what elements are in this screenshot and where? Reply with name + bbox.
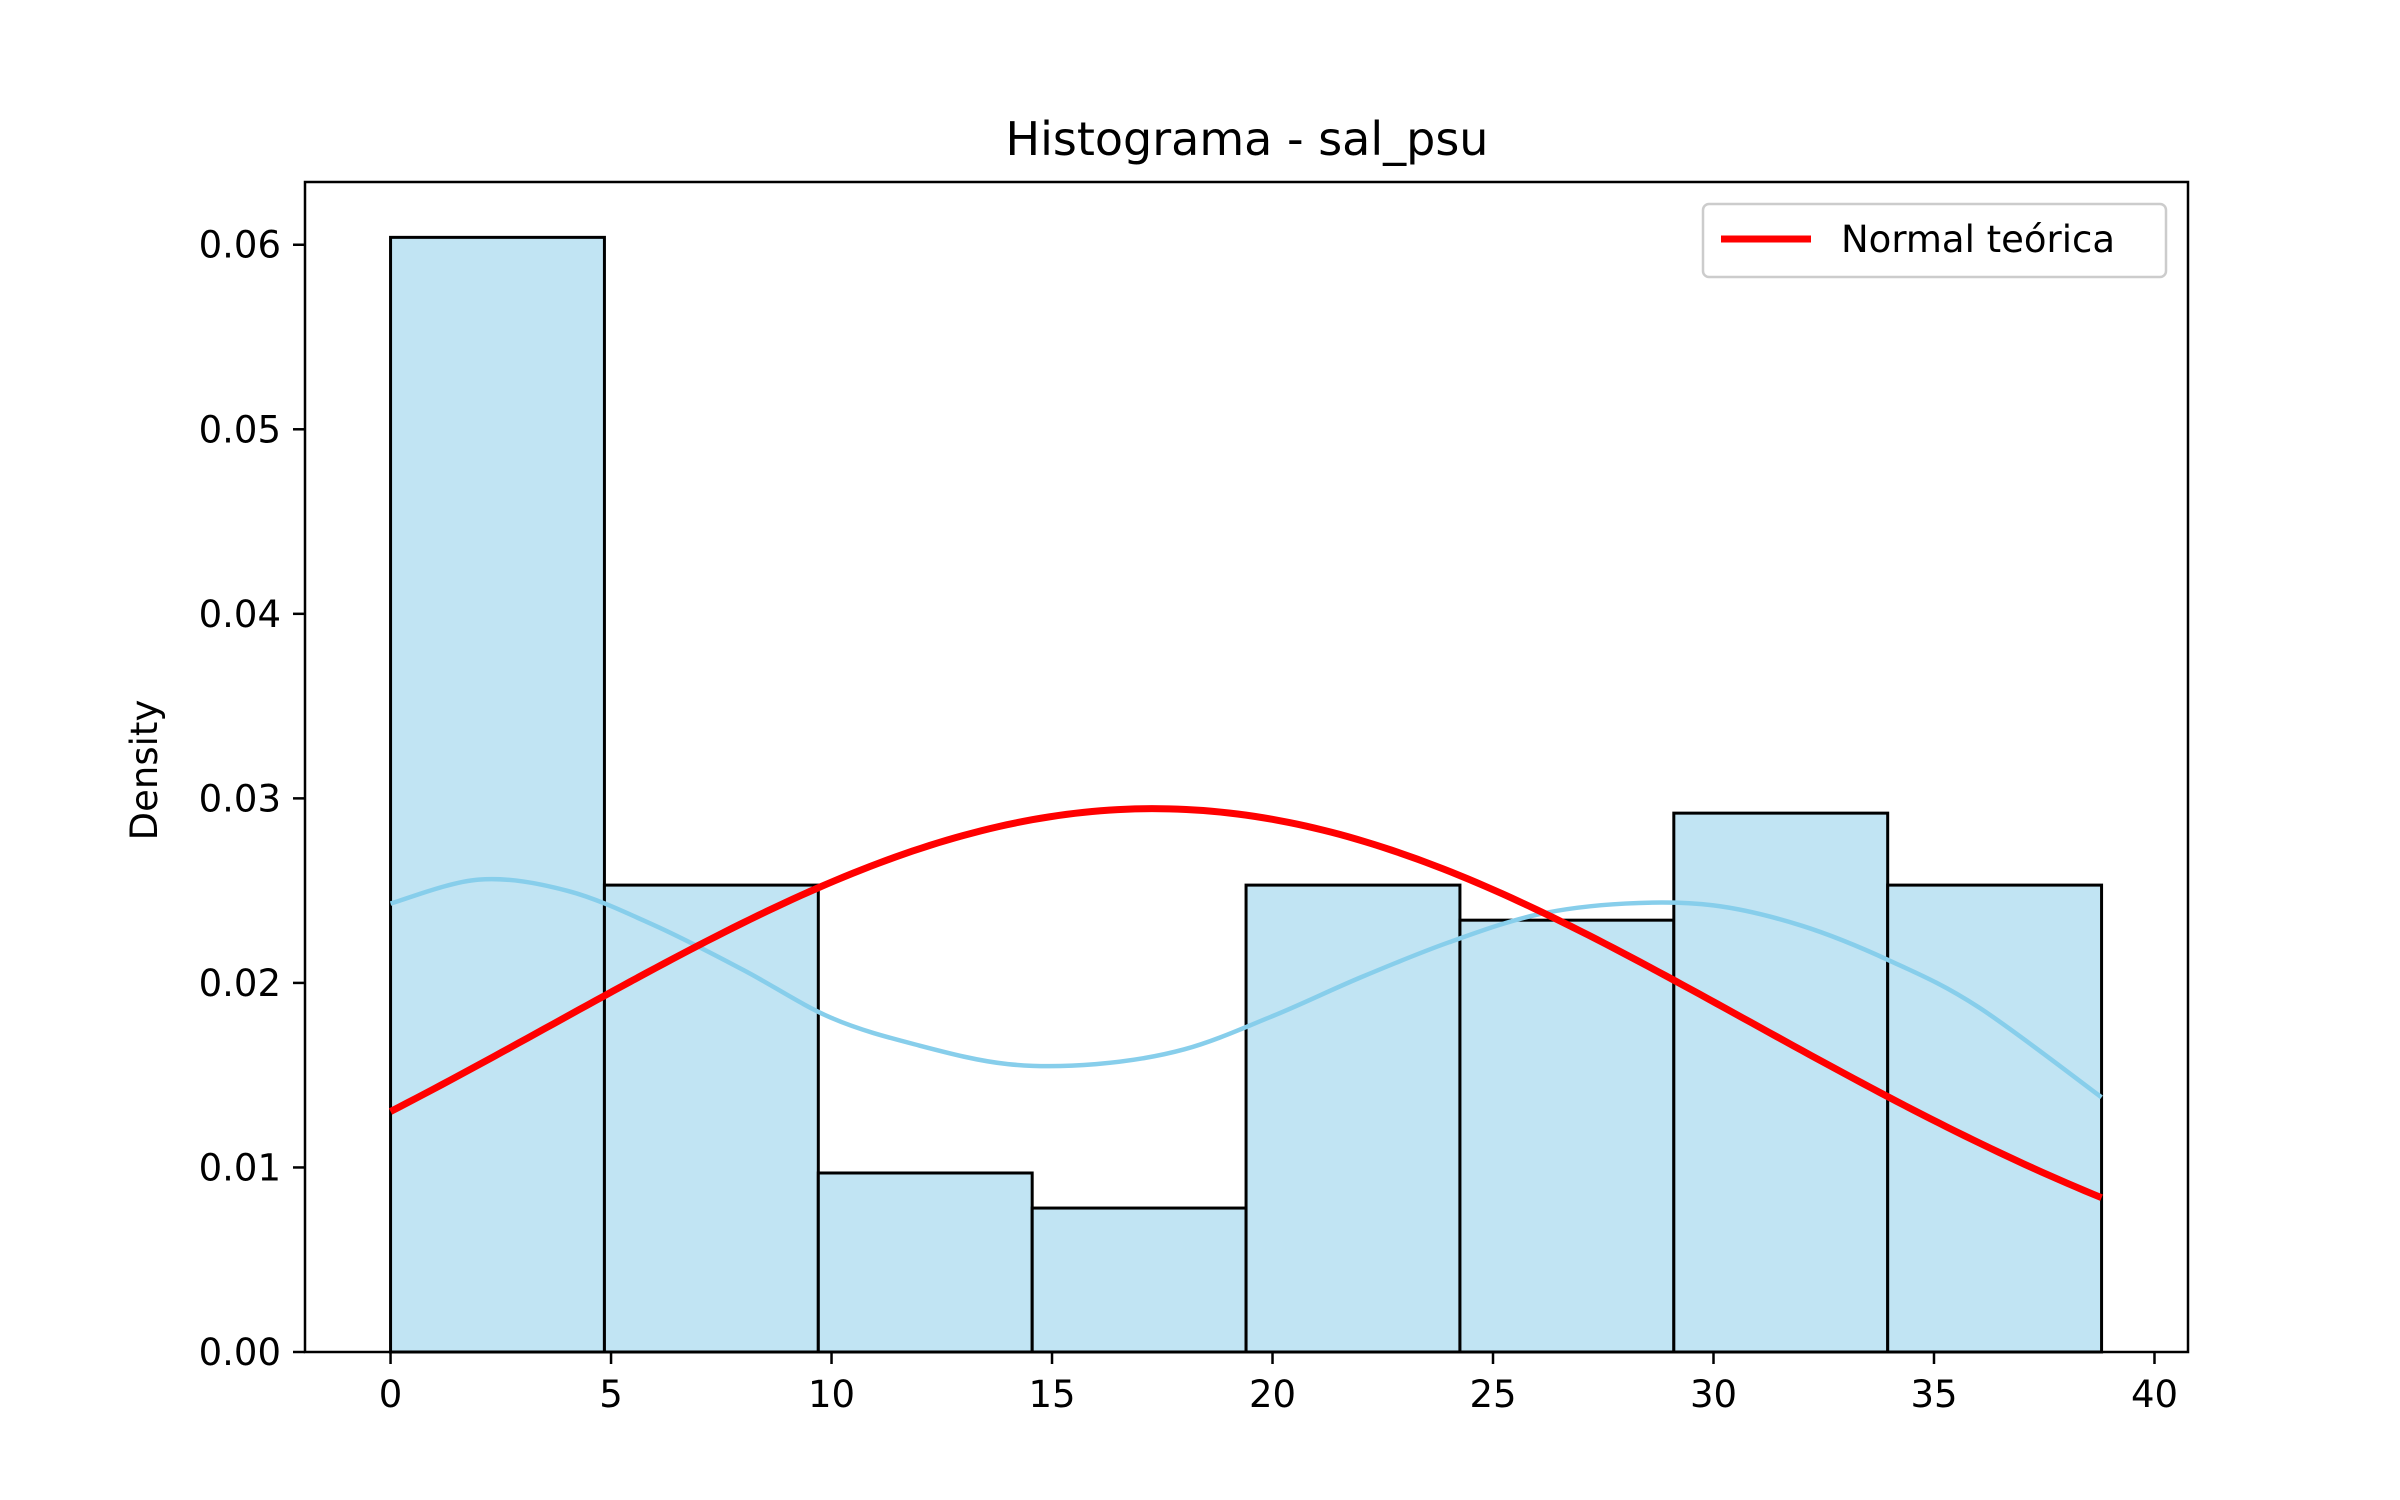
histogram-bar <box>1886 883 2104 1354</box>
x-tick-label: 35 <box>1910 1373 1957 1416</box>
x-tick-label: 25 <box>1469 1373 1516 1416</box>
y-tick-label: 0.01 <box>199 1146 281 1189</box>
x-axis: 0 5 10 15 20 25 30 35 40 <box>379 1352 2178 1416</box>
histogram-bar <box>1244 883 1462 1354</box>
histogram-bar <box>1458 918 1676 1354</box>
y-tick-label: 0.05 <box>199 408 281 451</box>
x-tick-label: 5 <box>599 1373 623 1416</box>
x-tick-label: 30 <box>1690 1373 1737 1416</box>
histogram-bars <box>389 235 2104 1354</box>
x-tick-label: 10 <box>808 1373 855 1416</box>
kde-density-line <box>389 876 2103 1100</box>
legend: Normal teórica <box>1701 202 2168 279</box>
histogram-bar <box>816 1171 1034 1354</box>
plot-area-frame <box>303 180 2190 1354</box>
x-tick-label: 0 <box>379 1373 403 1416</box>
legend-box <box>1701 202 2168 279</box>
histogram-bar <box>389 235 606 1354</box>
x-tick-label: 40 <box>2131 1373 2178 1416</box>
y-tick-label: 0.00 <box>199 1331 281 1374</box>
y-axis: 0.00 0.01 0.02 0.03 0.04 0.05 0.06 <box>199 224 305 1374</box>
y-tick-label: 0.06 <box>199 224 281 267</box>
histogram-bar <box>602 883 820 1354</box>
x-tick-label: 15 <box>1028 1373 1075 1416</box>
y-tick-label: 0.02 <box>199 962 281 1005</box>
y-axis-label: Density <box>123 700 166 841</box>
chart-title: Histograma - sal_psu <box>1006 112 1489 166</box>
legend-label-normal: Normal teórica <box>1841 218 2115 261</box>
y-tick-label: 0.04 <box>199 593 281 636</box>
x-tick-label: 20 <box>1249 1373 1296 1416</box>
y-tick-label: 0.03 <box>199 777 281 820</box>
normal-curve-line <box>388 805 2103 1201</box>
histogram-bar <box>1030 1206 1248 1354</box>
